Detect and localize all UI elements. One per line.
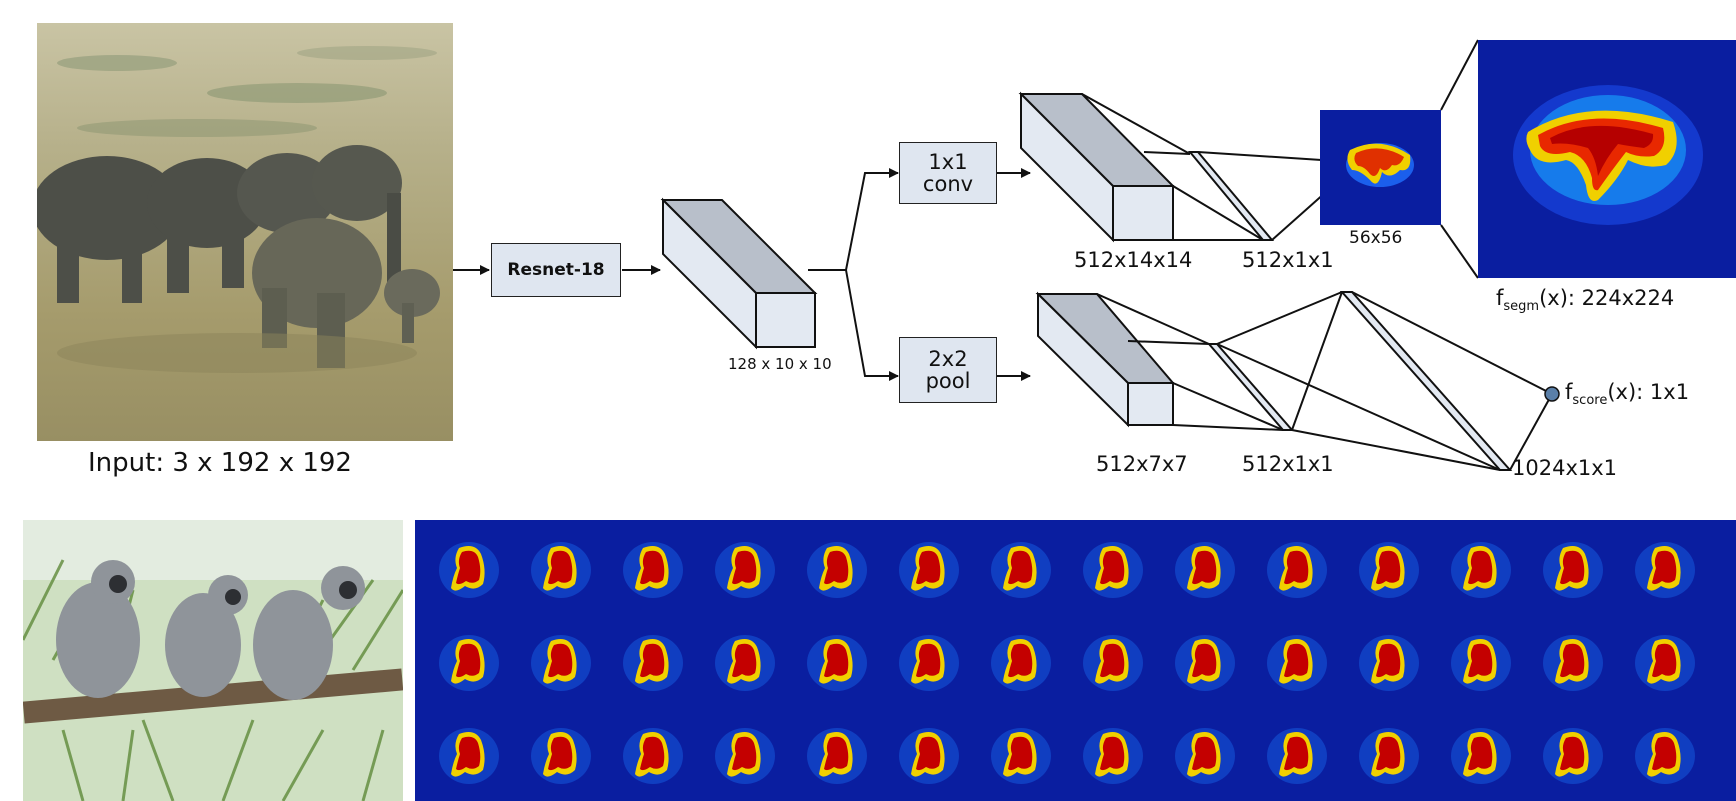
- heatmap-cell: [1083, 728, 1143, 784]
- segm-block-label: 512x14x14: [1074, 248, 1193, 272]
- heatmap-cell: [991, 635, 1051, 691]
- heatmap-cell: [1175, 635, 1235, 691]
- heatmap-cell: [715, 542, 775, 598]
- input-image-elephants: [37, 23, 453, 441]
- heatmap-cell: [715, 635, 775, 691]
- segm-heatmap-224x224: [1478, 40, 1736, 278]
- segm-heatmap-56x56: [1320, 110, 1441, 225]
- monkey-photo: [23, 520, 403, 801]
- input-label: Input: 3 x 192 x 192: [88, 448, 352, 478]
- pool-line1: 2x2: [928, 347, 968, 371]
- heatmap-cell: [1451, 635, 1511, 691]
- heatmap-cell: [1175, 728, 1235, 784]
- heatmap-cell: [715, 728, 775, 784]
- heatmap-cell: [1543, 728, 1603, 784]
- heatmap-cell: [439, 635, 499, 691]
- heatmap-cell: [439, 728, 499, 784]
- heatmap-cell: [1359, 635, 1419, 691]
- score-output-label: fscore(x): 1x1: [1565, 380, 1690, 409]
- heatmap-grid: [415, 520, 1736, 801]
- heatmap-mask: [1513, 85, 1703, 225]
- conv-line2: conv: [922, 172, 974, 196]
- elephant-photo: [37, 23, 453, 441]
- score-block-512x7x7: [1035, 291, 1176, 428]
- heatmap-cell: [531, 542, 591, 598]
- heatmap-cell: [1267, 542, 1327, 598]
- heatmap-cell: [807, 728, 867, 784]
- heatmap-cell: [807, 542, 867, 598]
- architecture-diagram: [453, 39, 1560, 471]
- heatmap-cell: [1083, 542, 1143, 598]
- heatmap-cell: [623, 542, 683, 598]
- score-output-node: [1544, 386, 1560, 402]
- heatmap-cell: [1267, 635, 1327, 691]
- conv-1x1-box: 1x1 conv: [899, 142, 997, 204]
- feature-block-128x10x10: [660, 197, 818, 350]
- heatmap-cell: [1175, 542, 1235, 598]
- segm-vec-label: 512x1x1: [1242, 248, 1334, 272]
- heatmap-cell: [531, 635, 591, 691]
- score-block-label: 512x7x7: [1096, 452, 1188, 476]
- heatmap-cell: [899, 728, 959, 784]
- heatmap-cell: [991, 542, 1051, 598]
- heatmap-cell: [1359, 542, 1419, 598]
- conv-line1: 1x1: [928, 150, 968, 174]
- input-image-monkeys: [23, 520, 403, 801]
- heatmap-cell: [807, 635, 867, 691]
- heatmap-cell: [623, 635, 683, 691]
- heatmap-grid-svg: [439, 542, 1695, 784]
- heatmap-cell: [531, 728, 591, 784]
- segm-block-512x14x14: [1018, 91, 1176, 243]
- heatmap-cell: [1543, 635, 1603, 691]
- pool-line2: pool: [925, 369, 971, 393]
- heatmap-cell: [899, 635, 959, 691]
- heatmap-mask: [1346, 143, 1414, 187]
- score-vec-label: 512x1x1: [1242, 452, 1334, 476]
- feature-size-label: 128 x 10 x 10: [728, 355, 832, 373]
- heatmap-cell: [991, 728, 1051, 784]
- heatmap-cell: [1635, 635, 1695, 691]
- heatmap-cell: [623, 728, 683, 784]
- segm-output-label: fsegm(x): 224x224: [1496, 286, 1675, 315]
- heatmap-cell: [439, 542, 499, 598]
- heatmap-cell: [1543, 542, 1603, 598]
- heatmap-cell: [1451, 542, 1511, 598]
- heatmap-cell: [1635, 542, 1695, 598]
- resnet-18-block: Resnet-18: [491, 243, 621, 297]
- heatmap-cell: [899, 542, 959, 598]
- small-map-label: 56x56: [1349, 228, 1403, 248]
- resnet-label: Resnet-18: [507, 260, 605, 280]
- heatmap-cell: [1451, 728, 1511, 784]
- heatmap-cell: [1635, 728, 1695, 784]
- heatmap-cell: [1359, 728, 1419, 784]
- fc-label: 1024x1x1: [1512, 456, 1618, 480]
- heatmap-cell: [1267, 728, 1327, 784]
- pool-2x2-box: 2x2 pool: [899, 337, 997, 403]
- heatmap-cell: [1083, 635, 1143, 691]
